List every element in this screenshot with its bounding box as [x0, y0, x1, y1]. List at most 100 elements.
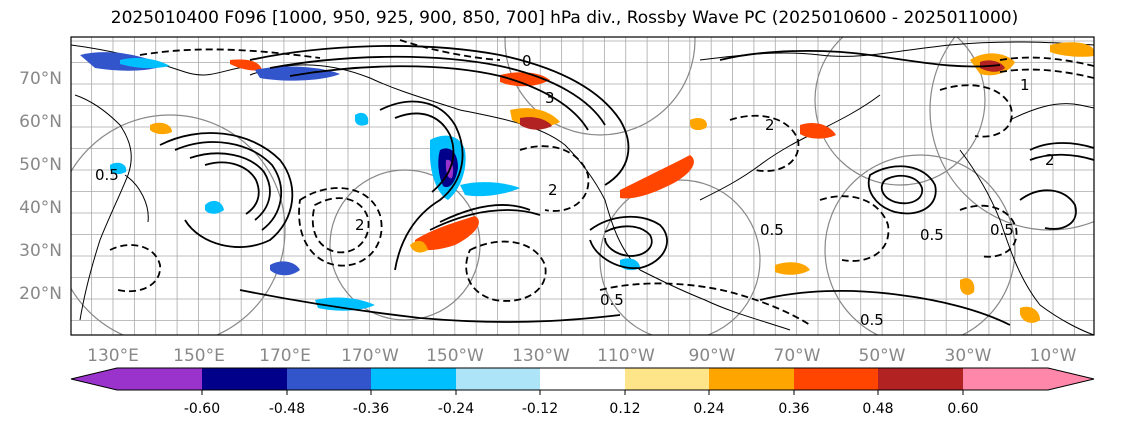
contour-line	[759, 289, 1011, 326]
contour-line	[719, 49, 1001, 68]
div-patch	[800, 123, 836, 139]
coastline-asia	[74, 94, 132, 321]
colorbar-tick-label: 0.48	[862, 401, 893, 417]
contour-line	[729, 114, 800, 172]
colorbar-tick-label: -0.24	[438, 401, 474, 417]
colorbar-segment	[625, 368, 709, 390]
lat-label: 40°N	[19, 198, 62, 218]
colorbar-segment	[709, 368, 794, 390]
colorbar-labels: -0.60 -0.48 -0.36 -0.24 -0.12 0.12 0.24 …	[184, 401, 979, 417]
lon-label: 150°W	[426, 346, 484, 366]
coastline-europe	[1009, 103, 1094, 121]
colorbar-segment	[202, 368, 287, 390]
contour-line	[249, 45, 630, 186]
lon-labels: 130°E 150°E 170°E 170°W 150°W 130°W 110°…	[87, 346, 1077, 366]
contour-label: 0.5	[760, 221, 784, 239]
lon-label: 170°W	[341, 346, 399, 366]
colorbar-extend-min	[71, 368, 117, 390]
colorbar-segment	[287, 368, 371, 390]
lon-label: 110°W	[597, 346, 655, 366]
div-patch	[315, 297, 375, 311]
guide-circle	[71, 114, 286, 335]
colorbar-segment	[878, 368, 963, 390]
contour-line	[1029, 153, 1094, 161]
colorbar-tick-label: -0.48	[269, 401, 305, 417]
div-patch	[110, 162, 127, 175]
map-title: 2025010400 F096 [1000, 950, 925, 900, 85…	[110, 8, 1019, 28]
contour-line	[519, 145, 590, 212]
coastline-na-east	[699, 94, 881, 201]
colorbar-segment	[117, 368, 202, 390]
lon-label: 70°W	[774, 346, 821, 366]
contour-line	[189, 152, 271, 221]
lon-label: 50°W	[859, 346, 906, 366]
contour-label: 0.5	[860, 311, 884, 329]
contour-line	[109, 244, 161, 293]
lon-label: 170°E	[259, 346, 311, 366]
div-patch	[1050, 42, 1094, 57]
contour-line	[298, 187, 383, 267]
contour-label: 0	[522, 52, 532, 70]
div-patch	[500, 72, 550, 87]
contour-label-group: 0 2 3 0.5 2 0.5 0.5 1 0.5 2 0.5 0.5 2	[95, 52, 1055, 329]
contour-label: 2	[765, 116, 775, 134]
div-patch	[690, 117, 707, 131]
contour-line	[399, 39, 501, 61]
contour-line	[159, 132, 294, 248]
colorbar-extend-max	[1048, 368, 1094, 390]
coastline-siberia	[71, 44, 251, 76]
contour-label: 2	[1045, 151, 1055, 169]
colorbar-segments	[71, 368, 1094, 390]
contour-line	[139, 48, 321, 59]
map-panel	[71, 37, 1094, 335]
colorbar-tick-label: -0.36	[353, 401, 389, 417]
guide-circle	[824, 154, 1016, 335]
solid-contours	[159, 45, 1094, 326]
lat-label: 60°N	[19, 112, 62, 132]
colorbar-tick-label: 0.60	[947, 401, 978, 417]
contour-label: 3	[545, 89, 555, 107]
colorbar-segment	[963, 368, 1048, 390]
contour-label: 0.5	[920, 226, 944, 244]
div-patch	[460, 182, 520, 197]
coastline-japan	[124, 174, 149, 223]
contour-line	[999, 68, 1094, 79]
colorbar-segment	[456, 368, 540, 390]
colorbar-tick-label: 0.24	[693, 401, 724, 417]
div-patch	[960, 278, 975, 295]
contour-line	[1029, 142, 1094, 151]
contour-line	[959, 204, 1018, 258]
lon-label: 130°W	[512, 346, 570, 366]
div-patch	[410, 240, 428, 253]
lon-label: 10°W	[1030, 346, 1077, 366]
div-patch	[120, 57, 170, 69]
colorbar-tick-label: -0.12	[522, 401, 558, 417]
div-patch	[354, 112, 369, 126]
colorbar-tick-label: 0.12	[609, 401, 640, 417]
contour-line	[289, 65, 589, 131]
contour-line	[394, 112, 455, 193]
contour-line	[174, 141, 282, 231]
contour-line	[589, 215, 668, 269]
contour-line	[604, 225, 653, 257]
div-patch	[415, 216, 479, 251]
div-patch	[1020, 306, 1040, 323]
contour-line	[867, 165, 937, 215]
colorbar-outline	[70, 367, 1095, 391]
colorbar-tick-label: 0.36	[778, 401, 809, 417]
contour-label: 1	[1020, 76, 1030, 94]
lat-label: 20°N	[19, 284, 62, 304]
contour-line	[429, 209, 541, 231]
contour-line	[465, 240, 547, 302]
contour-label: 0.5	[95, 166, 119, 184]
dashed-contours	[109, 39, 1094, 326]
div-patch	[205, 200, 224, 214]
contour-line	[379, 100, 464, 271]
lat-label: 30°N	[19, 241, 62, 261]
lon-label: 90°W	[689, 346, 736, 366]
div-patch	[775, 262, 810, 275]
colorbar: -0.60 -0.48 -0.36 -0.24 -0.12 0.12 0.24 …	[70, 367, 1095, 417]
contour-label: 2	[548, 181, 558, 199]
lat-labels: 70°N 60°N 50°N 40°N 30°N 20°N	[19, 69, 62, 304]
